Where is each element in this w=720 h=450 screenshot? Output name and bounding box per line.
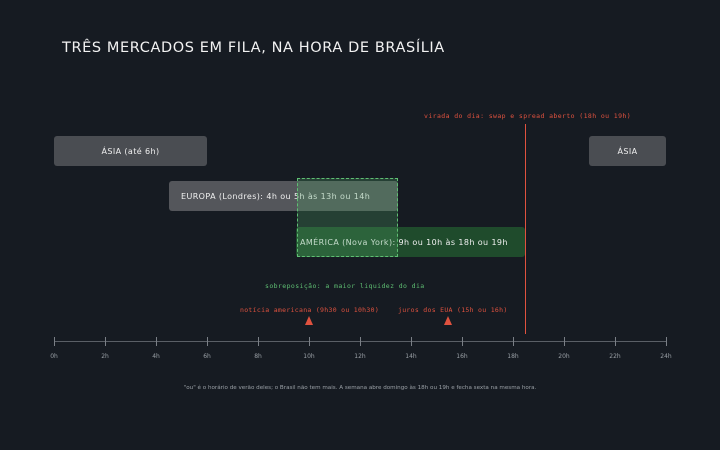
axis-tick [665,337,667,346]
axis-tick [308,337,310,346]
axis-tick [53,337,55,346]
overlap-label: sobreposição: a maior liquidez do dia [265,282,425,290]
axis-tick-label: 10h [303,353,315,360]
axis-tick [155,337,157,346]
axis-tick [614,337,616,346]
axis-tick-label: 8h [254,353,262,360]
axis-tick-label: 6h [203,353,211,360]
rollover-line [525,124,527,334]
axis-tick [461,337,463,346]
axis-tick [359,337,361,346]
axis-tick [410,337,412,346]
axis-tick-label: 2h [101,353,109,360]
event-marker-us-news [305,316,313,325]
axis-tick-label: 14h [405,353,417,360]
axis-tick [257,337,259,346]
session-bar-asia-early: ÁSIA (até 6h) [54,136,207,166]
overlap-highlight [297,178,398,257]
session-bar-america: AMÉRICA (Nova York): 9h ou 10h às 18h ou… [296,227,525,257]
rollover-label: virada do dia: swap e spread aberto (18h… [424,112,632,120]
axis-tick-label: 0h [50,353,58,360]
axis-tick-label: 4h [152,353,160,360]
session-bar-asia-late: ÁSIA [589,136,666,166]
axis-tick-label: 12h [354,353,366,360]
axis-tick-label: 18h [507,353,519,360]
page-title: TRÊS MERCADOS EM FILA, NA HORA DE BRASÍL… [62,40,445,56]
footnote: "ou" é o horário de verão deles; o Brasi… [183,385,537,391]
axis-tick [512,337,514,346]
session-label-asia-early: ÁSIA (até 6h) [101,146,160,156]
session-bar-europe: EUROPA (Londres): 4h ou 5h às 13h ou 14h [169,181,398,211]
event-marker-us-rates [444,316,452,325]
axis-tick [206,337,208,346]
session-label-america: AMÉRICA (Nova York): 9h ou 10h às 18h ou… [300,237,508,247]
event-label-us-rates: juros dos EUA (15h ou 16h) [398,306,508,314]
session-label-asia-late: ÁSIA [617,146,638,156]
axis-tick [563,337,565,346]
axis-tick-label: 24h [660,353,672,360]
axis-tick-label: 16h [456,353,468,360]
axis-tick-label: 20h [558,353,570,360]
axis-tick-label: 22h [609,353,621,360]
axis-tick [104,337,106,346]
event-label-us-news: notícia americana (9h30 ou 10h30) [240,306,380,314]
session-label-europe: EUROPA (Londres): 4h ou 5h às 13h ou 14h [181,191,371,201]
